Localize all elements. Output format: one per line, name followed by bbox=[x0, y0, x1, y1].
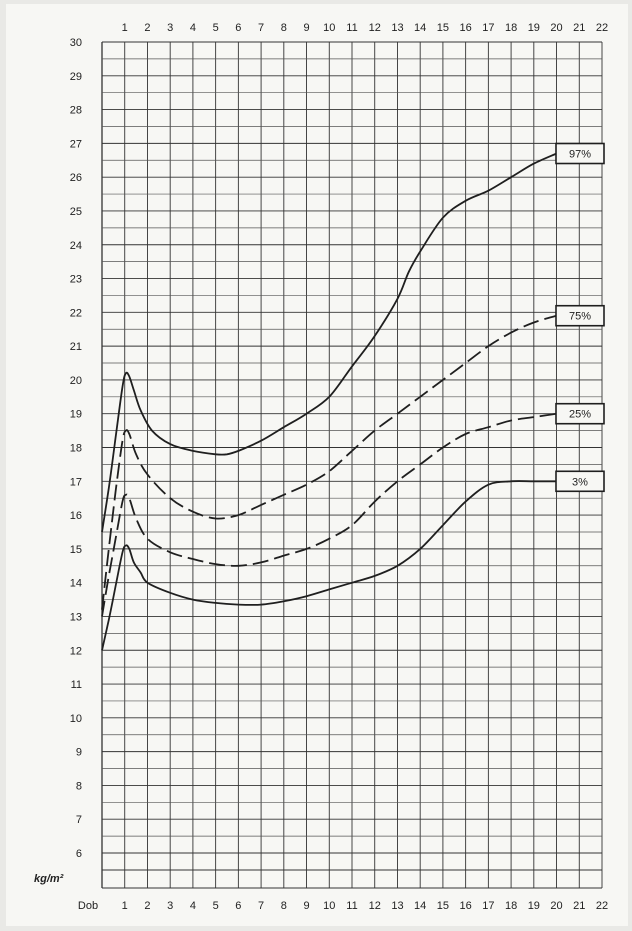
x-tick-bottom-label: 22 bbox=[596, 900, 608, 912]
x-tick-bottom-label: 15 bbox=[437, 900, 449, 912]
y-tick-label: 17 bbox=[70, 476, 82, 488]
x-tick-top-label: 9 bbox=[303, 22, 309, 34]
x-tick-bottom-label: 14 bbox=[414, 900, 426, 912]
y-tick-label: 9 bbox=[76, 747, 82, 759]
x-tick-top-label: 18 bbox=[505, 22, 517, 34]
y-tick-label: 19 bbox=[70, 409, 82, 421]
y-tick-label: 25 bbox=[70, 206, 82, 218]
y-tick-label: 16 bbox=[70, 510, 82, 522]
y-tick-label: 29 bbox=[70, 71, 82, 83]
series-label: 3% bbox=[572, 476, 588, 488]
x-tick-top-label: 4 bbox=[190, 22, 196, 34]
series-line-25pct bbox=[101, 412, 557, 617]
y-tick-label: 24 bbox=[70, 240, 82, 252]
x-origin-label: Dob bbox=[78, 900, 98, 912]
x-tick-bottom-label: 16 bbox=[460, 900, 472, 912]
x-tick-top-label: 15 bbox=[437, 22, 449, 34]
y-tick-label: 10 bbox=[70, 713, 82, 725]
x-tick-bottom-label: 7 bbox=[258, 900, 264, 912]
x-tick-top-label: 17 bbox=[482, 22, 494, 34]
x-tick-bottom-label: 17 bbox=[482, 900, 494, 912]
series-label: 25% bbox=[569, 409, 591, 421]
x-tick-top-label: 11 bbox=[346, 22, 357, 34]
x-tick-top-label: 21 bbox=[573, 22, 585, 34]
series-lines bbox=[101, 152, 557, 651]
x-tick-top-label: 1 bbox=[122, 22, 128, 34]
x-tick-top-label: 22 bbox=[596, 22, 608, 34]
x-tick-top-label: 5 bbox=[213, 22, 219, 34]
x-tick-bottom-label: 4 bbox=[190, 900, 196, 912]
x-tick-bottom-label: 11 bbox=[346, 900, 357, 912]
x-tick-bottom-label: 1 bbox=[122, 900, 128, 912]
x-tick-top-label: 7 bbox=[258, 22, 264, 34]
x-tick-bottom-label: 13 bbox=[391, 900, 403, 912]
grid bbox=[101, 41, 603, 889]
series-label: 97% bbox=[569, 149, 591, 161]
x-tick-bottom-label: 18 bbox=[505, 900, 517, 912]
x-tick-bottom-label: 12 bbox=[369, 900, 381, 912]
series-label-box bbox=[555, 304, 605, 327]
y-tick-label: 7 bbox=[76, 814, 82, 826]
y-unit-label: kg/m² bbox=[34, 873, 64, 885]
x-tick-bottom-label: 5 bbox=[213, 900, 219, 912]
chart-paper: 1 2 3 4 5 6 7 8 9 10 11 12 13 14 15 16 17 18 19 20 21 22 1 2 3 4 5… bbox=[6, 4, 628, 926]
x-tick-bottom-label: 21 bbox=[573, 900, 585, 912]
series-label-box bbox=[555, 402, 605, 425]
x-tick-top-label: 13 bbox=[391, 22, 403, 34]
y-tick-label: 12 bbox=[70, 645, 82, 657]
series-label-box bbox=[555, 470, 605, 493]
x-tick-bottom-label: 9 bbox=[303, 900, 309, 912]
x-tick-bottom-label: 6 bbox=[235, 900, 241, 912]
bmi-percentile-chart: 1 2 3 4 5 6 7 8 9 10 11 12 13 14 15 16 17 18 19 20 21 221 2 3 4 5… bbox=[34, 22, 608, 912]
x-tick-bottom-label: 19 bbox=[528, 900, 540, 912]
x-tick-bottom-label: 20 bbox=[550, 900, 562, 912]
y-tick-label: 23 bbox=[70, 274, 82, 286]
axis-ticks: 1 2 3 4 5 6 7 8 9 10 11 12 13 14 15 16 17 18 19 20 21 221 2 3 4 5… bbox=[34, 22, 608, 912]
y-tick-label: 14 bbox=[70, 578, 82, 590]
series-label: 75% bbox=[569, 311, 591, 323]
y-tick-label: 21 bbox=[70, 341, 82, 353]
x-tick-top-label: 12 bbox=[369, 22, 381, 34]
y-tick-label: 26 bbox=[70, 172, 82, 184]
x-tick-top-label: 8 bbox=[281, 22, 287, 34]
y-tick-label: 13 bbox=[70, 611, 82, 623]
y-tick-label: 27 bbox=[70, 138, 82, 150]
x-tick-bottom-label: 10 bbox=[323, 900, 335, 912]
series-line-3pct bbox=[101, 480, 557, 651]
x-tick-top-label: 16 bbox=[460, 22, 472, 34]
series-line-97pct bbox=[101, 152, 557, 533]
x-tick-top-label: 6 bbox=[235, 22, 241, 34]
x-tick-bottom-label: 2 bbox=[144, 900, 150, 912]
x-tick-top-label: 19 bbox=[528, 22, 540, 34]
y-tick-label: 6 bbox=[76, 848, 82, 860]
y-tick-label: 20 bbox=[70, 375, 82, 387]
y-tick-label: 18 bbox=[70, 443, 82, 455]
x-tick-top-label: 2 bbox=[144, 22, 150, 34]
series-labels: 97% 75% 25% 3% bbox=[555, 142, 605, 493]
y-tick-label: 22 bbox=[70, 307, 82, 319]
x-tick-top-label: 14 bbox=[414, 22, 426, 34]
x-tick-top-label: 20 bbox=[550, 22, 562, 34]
x-tick-bottom-label: 3 bbox=[167, 900, 173, 912]
x-tick-top-label: 3 bbox=[167, 22, 173, 34]
y-tick-label: 28 bbox=[70, 105, 82, 117]
y-tick-label: 11 bbox=[71, 679, 82, 691]
x-tick-bottom-label: 8 bbox=[281, 900, 287, 912]
series-line-75pct bbox=[101, 314, 557, 610]
y-tick-label: 30 bbox=[70, 37, 82, 49]
x-tick-top-label: 10 bbox=[323, 22, 335, 34]
series-label-box bbox=[555, 142, 605, 165]
y-tick-label: 8 bbox=[76, 780, 82, 792]
y-tick-label: 15 bbox=[70, 544, 82, 556]
